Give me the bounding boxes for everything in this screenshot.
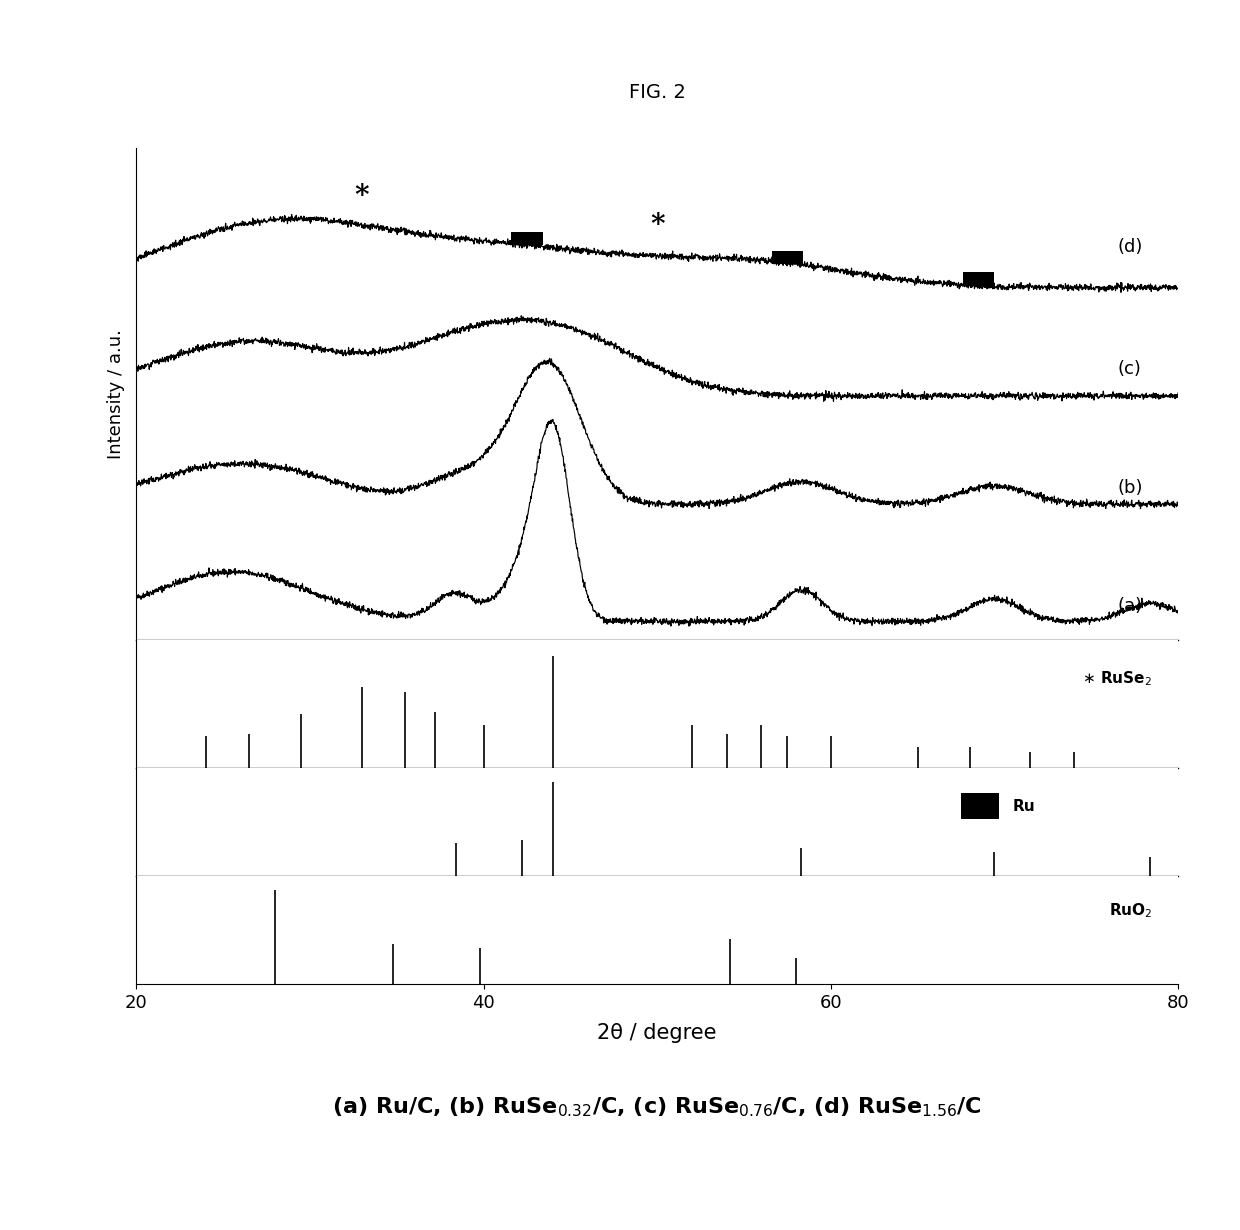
- Text: (d): (d): [1117, 237, 1142, 256]
- Text: (b): (b): [1117, 480, 1143, 497]
- X-axis label: 2θ / degree: 2θ / degree: [598, 1023, 717, 1043]
- Bar: [961, 793, 999, 819]
- Bar: [771, 251, 804, 264]
- Bar: [962, 273, 994, 287]
- Text: (c): (c): [1117, 359, 1141, 378]
- Text: *: *: [355, 183, 370, 210]
- Text: (a): (a): [1117, 597, 1142, 615]
- Bar: [511, 231, 543, 245]
- Text: RuO$_2$: RuO$_2$: [1109, 902, 1152, 920]
- Y-axis label: Intensity / a.u.: Intensity / a.u.: [108, 328, 125, 459]
- Text: Ru: Ru: [1013, 798, 1035, 813]
- Text: $\ast$ RuSe$_2$: $\ast$ RuSe$_2$: [1083, 669, 1152, 689]
- Text: (a) Ru/C, (b) RuSe$_{0.32}$/C, (c) RuSe$_{0.76}$/C, (d) RuSe$_{1.56}$/C: (a) Ru/C, (b) RuSe$_{0.32}$/C, (c) RuSe$…: [332, 1095, 982, 1119]
- Text: FIG. 2: FIG. 2: [629, 82, 686, 102]
- Text: *: *: [650, 212, 665, 239]
